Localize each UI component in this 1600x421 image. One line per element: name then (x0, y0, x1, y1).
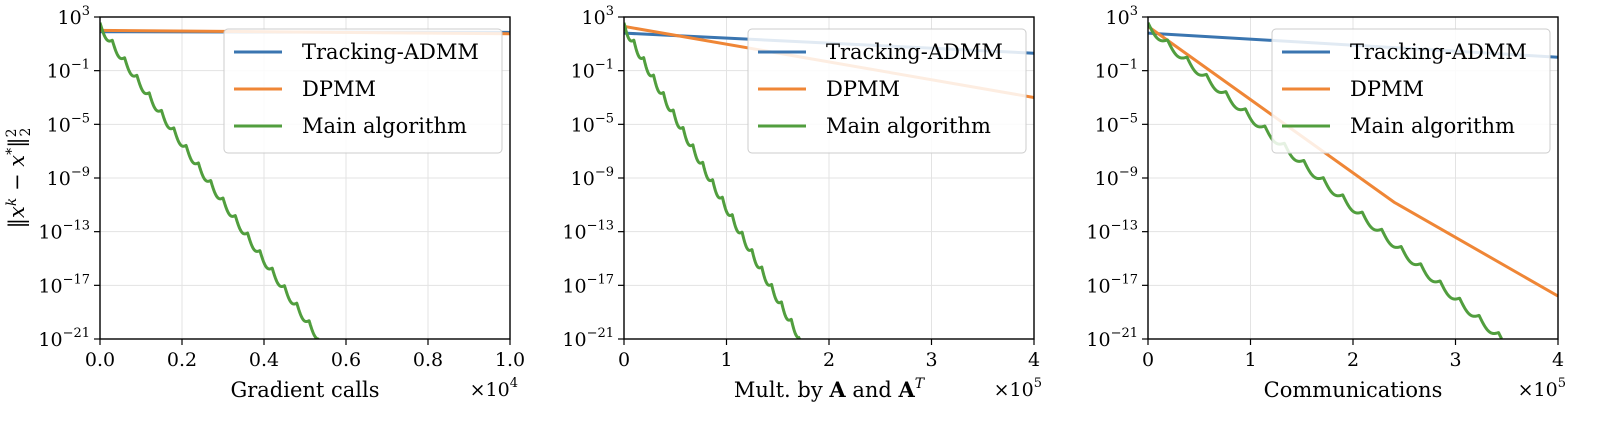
x-tick-label: 0.4 (249, 349, 279, 371)
legend: Tracking-ADMM DPMM Main algorithm (1271, 28, 1551, 154)
x-tick-label: 0.8 (413, 349, 443, 371)
legend-entry: Tracking-ADMM (1350, 40, 1527, 64)
series-line-main-algorithm (100, 21, 321, 339)
series-line-main-algorithm (1148, 21, 1503, 339)
x-tick-label: 4 (1028, 349, 1040, 371)
series-line-main-algorithm (624, 21, 802, 339)
x-tick-label: 2 (1347, 349, 1359, 371)
y-tick-label: 10−17 (562, 272, 614, 297)
series-line-dpmm (1148, 25, 1558, 298)
legend-box (1271, 28, 1551, 154)
x-tick-label: 1.0 (495, 349, 525, 371)
legend-entry: Tracking-ADMM (302, 40, 479, 64)
x-tick-label: 0.6 (331, 349, 361, 371)
x-multiplier: ×105 (1518, 376, 1566, 401)
y-tick-label: 10−9 (571, 165, 614, 190)
legend-entry: Main algorithm (302, 114, 467, 138)
x-tick-label: 0 (618, 349, 630, 371)
y-tick-label: 10−13 (562, 219, 614, 244)
x-tick-label: 2 (823, 349, 835, 371)
y-tick-label: 10−13 (38, 219, 90, 244)
x-tick-label: 3 (1449, 349, 1461, 371)
y-tick-label: 103 (58, 4, 90, 29)
x-tick-label: 1 (1244, 349, 1256, 371)
x-tick-label: 0 (1142, 349, 1154, 371)
x-axis-label: Mult. by A and AT (734, 376, 926, 402)
y-tick-label: 10−17 (38, 272, 90, 297)
legend-entry: DPMM (1350, 77, 1424, 101)
y-tick-label: 10−21 (1086, 326, 1138, 351)
x-tick-label: 3 (925, 349, 937, 371)
x-axis-label: Communications (1264, 378, 1443, 402)
legend-box (747, 28, 1027, 154)
x-tick-label: 4 (1552, 349, 1564, 371)
y-tick-label: 10−1 (1095, 58, 1138, 83)
y-tick-label: 10−9 (47, 165, 90, 190)
y-tick-label: 103 (582, 4, 614, 29)
y-tick-label: 10−9 (1095, 165, 1138, 190)
y-tick-label: 103 (1106, 4, 1138, 29)
y-tick-label: 10−21 (562, 326, 614, 351)
x-axis-label: Gradient calls (230, 378, 379, 402)
x-tick-label: 1 (720, 349, 732, 371)
legend-box (223, 28, 503, 154)
chart-panel-1: 0.0 0.2 0.4 0.6 0.8 1.0 103 10−1 10−5 10−9 10−13 10… (4, 4, 525, 402)
legend-entry: DPMM (826, 77, 900, 101)
x-tick-label: 0.0 (85, 349, 115, 371)
legend: Tracking-ADMM DPMM Main algorithm (747, 28, 1027, 154)
y-tick-label: 10−5 (571, 111, 614, 136)
y-tick-label: 10−1 (571, 58, 614, 83)
chart-panel-2: 0 1 2 3 4 103 10−1 10−5 10−9 10−13 10−17 10−21 Mult.… (562, 4, 1042, 402)
y-tick-label: 10−13 (1086, 219, 1138, 244)
x-multiplier: ×104 (470, 376, 518, 401)
y-tick-label: 10−21 (38, 326, 90, 351)
legend-entry: Main algorithm (826, 114, 991, 138)
y-tick-label: 10−5 (1095, 111, 1138, 136)
x-tick-label: 0.2 (167, 349, 197, 371)
legend-entry: DPMM (302, 77, 376, 101)
y-axis-label: ‖xk − x*‖22 (4, 128, 34, 229)
y-tick-label: 10−17 (1086, 272, 1138, 297)
x-multiplier: ×105 (994, 376, 1042, 401)
legend-entry: Tracking-ADMM (826, 40, 1003, 64)
chart-panel-3: 0 1 2 3 4 103 10−1 10−5 10−9 10−13 10−17 10−21 Commu… (1086, 4, 1566, 402)
legend-entry: Main algorithm (1350, 114, 1515, 138)
y-tick-label: 10−5 (47, 111, 90, 136)
legend: Tracking-ADMM DPMM Main algorithm (223, 28, 503, 154)
y-tick-label: 10−1 (47, 58, 90, 83)
